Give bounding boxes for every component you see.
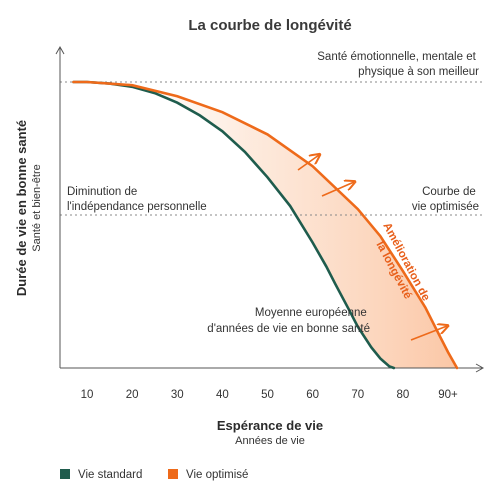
chart-title: La courbe de longévité (188, 17, 351, 34)
y-axis-title: Durée de vie en bonne santé (14, 120, 29, 296)
legend-label-vie-optimise: Vie optimisé (186, 469, 248, 481)
reference-label-independence-line1: Diminution de (67, 186, 137, 198)
x-tick-label-60: 60 (306, 389, 319, 401)
y-axis-arrow-icon (55, 45, 65, 55)
x-axis-title: Espérance de vie (217, 418, 323, 433)
x-tick-label-20: 20 (126, 389, 139, 401)
reference-label-independence-line2: l'indépendance personnelle (67, 201, 207, 213)
reference-label-optimal-health: Santé émotionnelle, mentale et physique … (317, 51, 479, 78)
annotation-optimized-curve-line1: Courbe de (422, 186, 476, 198)
reference-label-optimal-health-line2: physique à son meilleur (358, 66, 479, 78)
annotation-optimized-curve: Courbe de vie optimisée (412, 186, 479, 213)
x-tick-label-50: 50 (261, 389, 274, 401)
annotation-optimized-curve-line2: vie optimisée (412, 201, 479, 213)
improvement-arrow-icon (321, 182, 354, 197)
legend: Vie standard Vie optimisé (60, 469, 248, 481)
improvement-arrows (297, 155, 447, 341)
reference-label-optimal-health-line1: Santé émotionnelle, mentale et (317, 51, 476, 63)
improvement-arrow-icon (297, 155, 319, 171)
x-axis-arrow-icon (475, 363, 485, 373)
x-tick-label-70: 70 (351, 389, 364, 401)
x-tick-label-30: 30 (171, 389, 184, 401)
legend-swatch-vie-optimise (168, 469, 178, 479)
reference-label-independence-decline: Diminution de l'indépendance personnelle (67, 186, 207, 213)
x-tick-label-80: 80 (397, 389, 410, 401)
y-axis-subtitle: Santé et bien-être (31, 164, 43, 251)
annotation-european-average: Moyenne européenne d'années de vie en bo… (207, 307, 370, 335)
x-tick-label-10: 10 (81, 389, 94, 401)
series-line-vie-standard (72, 80, 396, 370)
x-tick-label-40: 40 (216, 389, 229, 401)
improvement-arrow-icon (410, 326, 447, 341)
annotation-european-average-line2: d'années de vie en bonne santé (207, 323, 370, 335)
legend-swatch-vie-standard (60, 469, 70, 479)
longevity-improvement-band (73, 82, 457, 368)
x-axis-subtitle: Années de vie (235, 435, 305, 447)
legend-label-vie-standard: Vie standard (78, 469, 142, 481)
x-tick-label-90: 90+ (438, 389, 458, 401)
annotation-european-average-line1: Moyenne européenne (255, 307, 367, 319)
x-tick-labels: 10 20 30 40 50 60 70 80 90+ (81, 389, 458, 401)
